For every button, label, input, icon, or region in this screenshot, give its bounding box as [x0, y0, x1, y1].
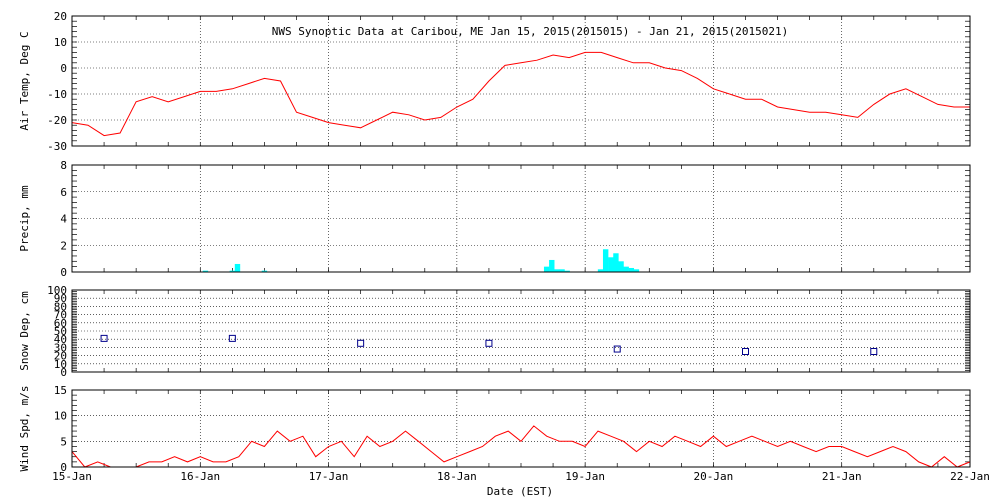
y-tick-label: 0: [60, 366, 67, 379]
y-tick-label: 0: [60, 461, 67, 474]
y-tick-label: 90: [54, 292, 67, 305]
precip-bar: [234, 263, 241, 272]
y-tick-label: 30: [54, 341, 67, 354]
panel-frame: [71, 289, 971, 373]
y-tick-label: -10: [47, 88, 67, 101]
y-tick-label: 15: [54, 384, 67, 397]
chart-title: NWS Synoptic Data at Caribou, ME Jan 15,…: [272, 25, 789, 38]
panel-frame: [71, 15, 971, 147]
precip-bar: [564, 270, 570, 272]
precip-bar: [613, 253, 619, 272]
precip-bar: [543, 266, 550, 272]
series-line: [71, 425, 971, 468]
snow-depth-point: [228, 334, 236, 342]
snow-depth-point: [742, 348, 749, 355]
y-tick-label: 70: [54, 309, 67, 322]
y-tick-label: 40: [54, 333, 67, 346]
panel-frame: [71, 389, 971, 468]
snow-depth-point: [357, 339, 365, 347]
x-tick-label: 15-Jan: [52, 470, 92, 483]
y-axis-label: Wind Spd, m/s: [18, 385, 31, 471]
y-tick-label: 5: [60, 435, 67, 448]
snow-depth-point: [485, 339, 493, 347]
precip-bar: [623, 266, 629, 272]
precip-bar: [554, 269, 560, 272]
y-axis-label: Snow Dep, cm: [18, 291, 31, 371]
y-tick-label: 50: [54, 325, 67, 338]
precip-bar: [633, 269, 640, 272]
y-tick-label: 20: [54, 350, 67, 363]
precip-bar: [229, 270, 236, 272]
precip-bar: [602, 249, 609, 272]
y-axis-label: Precip, mm: [18, 185, 31, 252]
precip-bar: [608, 257, 614, 272]
panel-frame: [71, 164, 971, 273]
snow-depth-point: [870, 348, 878, 355]
x-tick-label: 22-Jan: [950, 470, 990, 483]
y-tick-label: 0: [60, 266, 67, 279]
x-tick-label: 20-Jan: [694, 470, 734, 483]
y-tick-label: 0: [60, 62, 67, 75]
x-tick-label: 17-Jan: [309, 470, 349, 483]
panel-1: 0 2 4 6 8 Precip, mm: [18, 159, 971, 279]
y-tick-label: 20: [54, 10, 67, 23]
y-tick-label: 2: [60, 239, 67, 252]
y-tick-label: 4: [60, 213, 67, 226]
precip-bar: [618, 261, 624, 272]
precip-bar: [261, 270, 268, 272]
x-tick-label: 16-Jan: [180, 470, 220, 483]
y-tick-label: 60: [54, 317, 67, 330]
x-tick-label: 21-Jan: [822, 470, 862, 483]
snow-depth-point: [100, 334, 108, 342]
x-axis-label: Date (EST): [487, 485, 553, 498]
precip-bar: [597, 269, 604, 272]
x-tick-label: 19-Jan: [565, 470, 605, 483]
precip-bar: [202, 270, 209, 272]
snow-depth-point: [613, 345, 621, 353]
y-tick-label: -20: [47, 114, 67, 127]
y-tick-label: 10: [54, 358, 67, 371]
y-tick-label: 10: [54, 410, 67, 423]
panel-0: -30 -20 -10 0 10 20 Air Temp, Deg C: [18, 10, 971, 153]
y-tick-label: 8: [60, 159, 67, 172]
precip-bar: [628, 267, 635, 272]
y-tick-label: 100: [47, 284, 67, 297]
series-line: [71, 51, 970, 137]
precip-bar: [559, 269, 565, 272]
y-tick-label: 6: [60, 186, 67, 199]
x-tick-label: 18-Jan: [437, 470, 477, 483]
precip-bar: [549, 259, 555, 272]
y-tick-label: -30: [47, 140, 67, 153]
y-tick-label: 10: [54, 36, 67, 49]
panel-3: 0 5 10 15 Wind Spd, m/s: [18, 384, 971, 474]
y-tick-label: 80: [54, 300, 67, 313]
y-axis-label: Air Temp, Deg C: [18, 31, 31, 130]
